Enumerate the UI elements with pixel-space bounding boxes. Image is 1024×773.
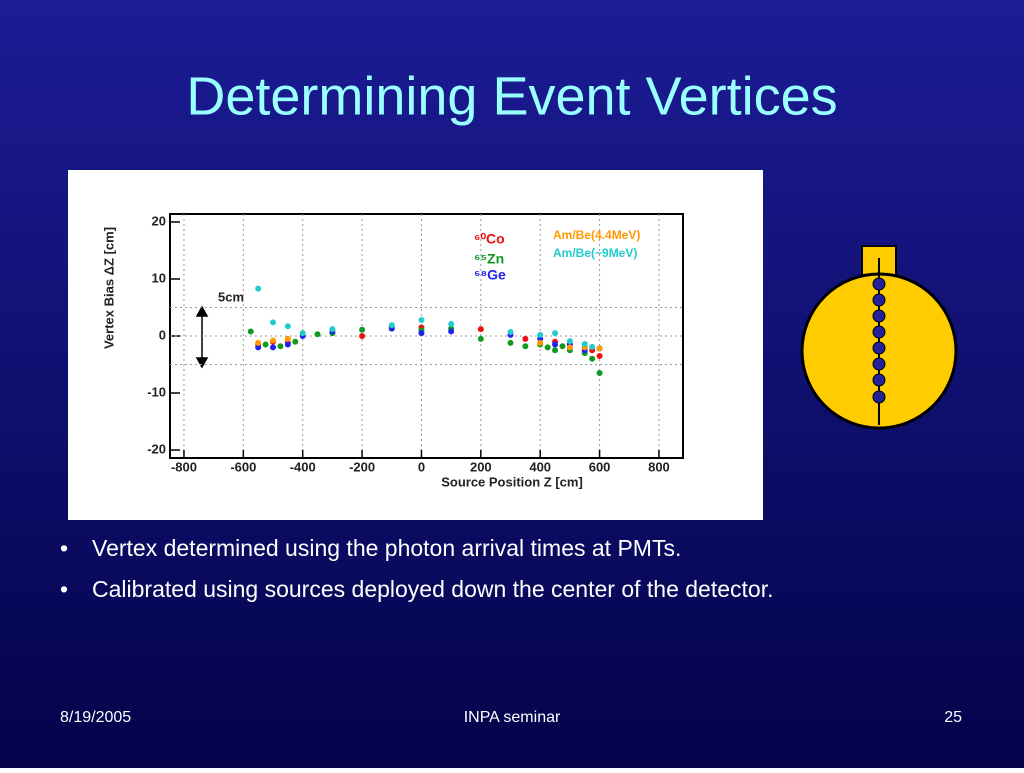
- y-tick-label: 0: [159, 327, 166, 342]
- legend-label: ⁶⁸Ge: [474, 267, 506, 283]
- point: [388, 322, 395, 329]
- point: [270, 319, 277, 326]
- x-tick-label: 400: [529, 459, 551, 474]
- legend-label: Am/Be(4.4MeV): [553, 228, 640, 242]
- point: [270, 344, 277, 351]
- point: [255, 339, 262, 346]
- legend-label: Am/Be(~9MeV): [553, 246, 637, 260]
- arrow: [195, 305, 209, 369]
- bullet-marker: •: [60, 576, 68, 602]
- point: [255, 344, 262, 351]
- point: [589, 355, 596, 362]
- y-axis-label: Vertex Bias ΔZ [cm]: [101, 227, 116, 349]
- footer-date: 8/19/2005: [60, 709, 131, 726]
- point: [359, 326, 366, 333]
- point: [284, 341, 291, 348]
- bullet-marker: •: [60, 535, 68, 561]
- x-tick-label: 200: [470, 459, 492, 474]
- legend-label: ⁶⁰Co: [474, 231, 505, 247]
- point: [270, 337, 277, 344]
- y-tick-label: 10: [152, 270, 166, 285]
- point: [359, 333, 366, 339]
- x-tick-label: 0: [418, 459, 425, 474]
- point: [596, 352, 603, 359]
- point: [448, 321, 455, 328]
- x-tick-label: 600: [589, 459, 611, 474]
- point: [559, 343, 566, 350]
- point: [566, 344, 573, 351]
- bullet: Calibrated using sources deployed down t…: [92, 576, 774, 602]
- point: [581, 340, 588, 347]
- point: [262, 341, 269, 348]
- point: [299, 330, 306, 337]
- point: [537, 331, 544, 338]
- x-tick-label: -400: [290, 459, 316, 474]
- detector: [800, 245, 958, 430]
- y-tick-label: 20: [152, 213, 166, 228]
- x-axis-label: Source Position Z [cm]: [441, 474, 583, 489]
- point: [552, 347, 559, 354]
- x-tick-label: -200: [349, 459, 375, 474]
- x-tick-label: -800: [171, 459, 197, 474]
- annotation: 5cm: [218, 289, 244, 304]
- point: [284, 335, 291, 342]
- point: [544, 344, 551, 351]
- y-tick-label: -20: [147, 441, 166, 456]
- point: [537, 339, 544, 346]
- point: [277, 343, 284, 350]
- point: [247, 328, 254, 335]
- bullet: Vertex determined using the photon arriv…: [92, 535, 681, 561]
- point: [418, 317, 425, 324]
- footer-page: 25: [944, 709, 962, 726]
- point: [255, 285, 262, 292]
- point: [507, 339, 514, 346]
- point: [418, 330, 425, 337]
- legend-label: ⁶⁵Zn: [474, 251, 504, 267]
- point: [329, 326, 336, 333]
- point: [522, 343, 529, 350]
- point: [566, 338, 573, 345]
- point: [596, 345, 603, 352]
- point: [477, 326, 484, 333]
- point: [477, 335, 484, 342]
- point: [552, 341, 559, 348]
- point: [314, 331, 321, 338]
- point: [448, 328, 455, 335]
- point: [507, 329, 514, 336]
- point: [596, 370, 603, 377]
- point: [589, 343, 596, 350]
- y-tick-label: -10: [147, 384, 166, 399]
- point: [292, 338, 299, 345]
- point: [522, 335, 529, 342]
- x-tick-label: -600: [230, 459, 256, 474]
- point: [284, 323, 291, 330]
- slide-title: Determining Event Vertices: [186, 66, 837, 126]
- x-tick-label: 800: [648, 459, 670, 474]
- point: [552, 330, 559, 337]
- footer-event: INPA seminar: [464, 709, 561, 726]
